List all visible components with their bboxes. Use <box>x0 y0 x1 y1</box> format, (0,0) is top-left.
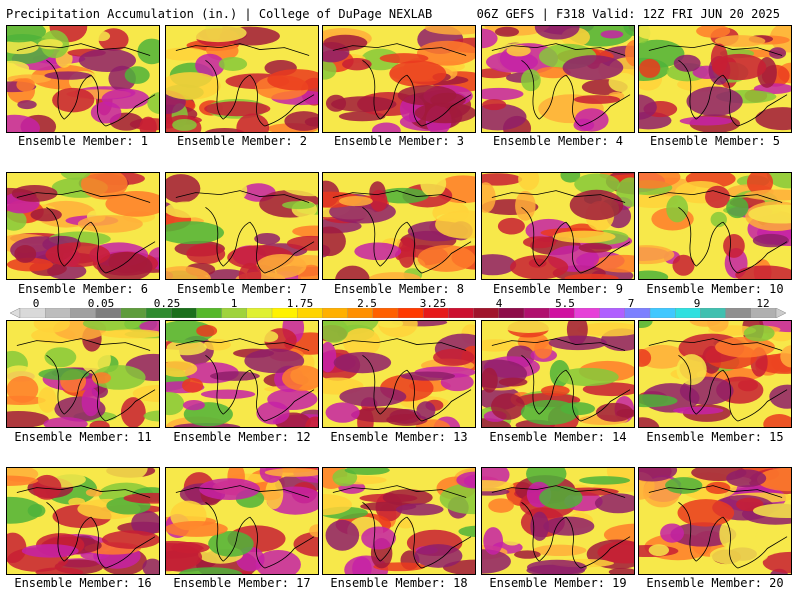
ensemble-member-label: Ensemble Member: 20 <box>646 576 784 590</box>
colorbar-tick-label: 0.05 <box>87 297 115 310</box>
ensemble-panel-20 <box>638 467 792 575</box>
colorbar-tick-label: 5.5 <box>555 297 575 310</box>
colorbar-tick-label: 0.25 <box>153 297 181 310</box>
ensemble-panel-5 <box>638 25 792 133</box>
ensemble-member-label: Ensemble Member: 19 <box>489 576 627 590</box>
run-info: 06Z GEFS | F318 Valid: 12Z FRI JUN 20 20… <box>476 7 780 21</box>
ensemble-panel-9 <box>481 172 635 280</box>
ensemble-member-label: Ensemble Member: 16 <box>14 576 152 590</box>
ensemble-member-label: Ensemble Member: 18 <box>330 576 468 590</box>
ensemble-member-label: Ensemble Member: 6 <box>17 282 149 296</box>
colorbar-tick-label: 7 <box>627 297 635 310</box>
colorbar-tick-label: 2.5 <box>357 297 377 310</box>
ensemble-member-label: Ensemble Member: 7 <box>176 282 308 296</box>
ensemble-member-label: Ensemble Member: 14 <box>489 430 627 444</box>
ensemble-panel-2 <box>165 25 319 133</box>
colorbar-tick-label: 1 <box>230 297 238 310</box>
colorbar-tick-label: 3.25 <box>419 297 447 310</box>
ensemble-panel-7 <box>165 172 319 280</box>
ensemble-panel-11 <box>6 320 160 428</box>
ensemble-panel-1 <box>6 25 160 133</box>
ensemble-member-label: Ensemble Member: 1 <box>17 134 149 148</box>
ensemble-member-label: Ensemble Member: 11 <box>14 430 152 444</box>
colorbar-tick-label: 4 <box>495 297 503 310</box>
colorbar-tick-label: 1.75 <box>286 297 314 310</box>
ensemble-panel-17 <box>165 467 319 575</box>
colorbar-tick-label: 0 <box>32 297 40 310</box>
ensemble-member-label: Ensemble Member: 12 <box>173 430 311 444</box>
ensemble-member-label: Ensemble Member: 3 <box>333 134 465 148</box>
ensemble-panel-15 <box>638 320 792 428</box>
ensemble-panel-12 <box>165 320 319 428</box>
ensemble-panel-19 <box>481 467 635 575</box>
ensemble-member-label: Ensemble Member: 5 <box>649 134 781 148</box>
ensemble-panel-13 <box>322 320 476 428</box>
ensemble-panel-18 <box>322 467 476 575</box>
ensemble-panel-14 <box>481 320 635 428</box>
map-title: Precipitation Accumulation (in.) | Colle… <box>6 7 433 21</box>
ensemble-panel-8 <box>322 172 476 280</box>
colorbar <box>10 308 786 318</box>
ensemble-member-label: Ensemble Member: 9 <box>492 282 624 296</box>
colorbar-tick-label: 12 <box>756 297 770 310</box>
ensemble-member-label: Ensemble Member: 17 <box>173 576 311 590</box>
ensemble-member-label: Ensemble Member: 4 <box>492 134 624 148</box>
ensemble-member-label: Ensemble Member: 8 <box>333 282 465 296</box>
ensemble-member-label: Ensemble Member: 2 <box>176 134 308 148</box>
ensemble-panel-10 <box>638 172 792 280</box>
ensemble-panel-4 <box>481 25 635 133</box>
ensemble-panel-3 <box>322 25 476 133</box>
ensemble-member-label: Ensemble Member: 15 <box>646 430 784 444</box>
colorbar-tick-label: 9 <box>693 297 701 310</box>
ensemble-member-label: Ensemble Member: 10 <box>646 282 784 296</box>
ensemble-member-label: Ensemble Member: 13 <box>330 430 468 444</box>
ensemble-panel-6 <box>6 172 160 280</box>
ensemble-panel-16 <box>6 467 160 575</box>
